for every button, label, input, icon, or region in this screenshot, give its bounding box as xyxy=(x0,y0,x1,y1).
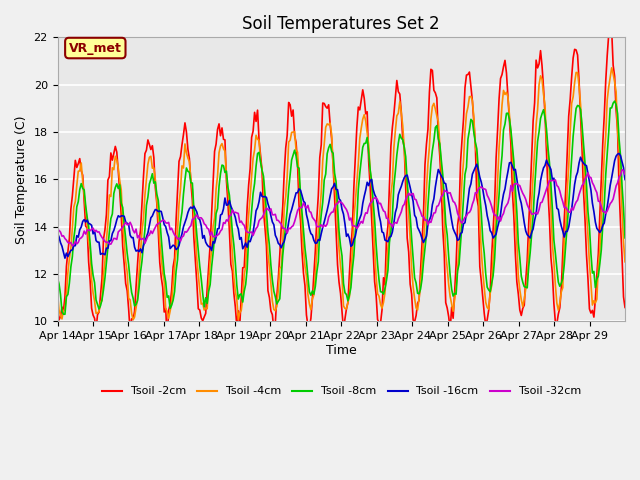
Line: Tsoil -2cm: Tsoil -2cm xyxy=(58,30,625,340)
Tsoil -4cm xyxy=(544,148,552,154)
Tsoil -4cm xyxy=(621,259,629,264)
Tsoil -8cm xyxy=(347,285,355,290)
Tsoil -2cm xyxy=(621,305,629,311)
Tsoil -4cm xyxy=(91,298,99,304)
Tsoil -2cm xyxy=(73,165,81,170)
Y-axis label: Soil Temperature (C): Soil Temperature (C) xyxy=(15,115,28,243)
Tsoil -32cm xyxy=(620,168,627,173)
Tsoil -4cm xyxy=(54,290,61,296)
Line: Tsoil -32cm: Tsoil -32cm xyxy=(58,170,625,246)
Tsoil -8cm xyxy=(61,312,68,317)
Tsoil -32cm xyxy=(92,228,100,233)
Tsoil -32cm xyxy=(74,240,82,245)
Tsoil -16cm xyxy=(544,161,552,167)
Tsoil -8cm xyxy=(621,235,629,241)
Line: Tsoil -4cm: Tsoil -4cm xyxy=(58,68,625,320)
Tsoil -8cm xyxy=(544,144,552,150)
Line: Tsoil -8cm: Tsoil -8cm xyxy=(58,101,625,314)
Tsoil -16cm xyxy=(615,151,623,156)
Tsoil -16cm xyxy=(54,230,61,236)
Tsoil -2cm xyxy=(460,117,467,122)
Tsoil -4cm xyxy=(347,269,355,275)
Tsoil -32cm xyxy=(460,217,467,223)
Tsoil -16cm xyxy=(620,165,627,170)
Tsoil -4cm xyxy=(73,182,81,188)
Tsoil -16cm xyxy=(92,238,100,243)
Tsoil -32cm xyxy=(621,171,629,177)
Text: VR_met: VR_met xyxy=(69,42,122,55)
Tsoil -16cm xyxy=(347,243,355,249)
Line: Tsoil -16cm: Tsoil -16cm xyxy=(58,154,625,258)
Tsoil -32cm xyxy=(544,182,552,188)
Tsoil -32cm xyxy=(68,243,76,249)
Legend: Tsoil -2cm, Tsoil -4cm, Tsoil -8cm, Tsoil -16cm, Tsoil -32cm: Tsoil -2cm, Tsoil -4cm, Tsoil -8cm, Tsoi… xyxy=(97,382,585,401)
X-axis label: Time: Time xyxy=(326,344,356,357)
Tsoil -4cm xyxy=(620,240,627,245)
Tsoil -16cm xyxy=(621,177,629,182)
Tsoil -8cm xyxy=(620,205,627,211)
Tsoil -8cm xyxy=(460,196,467,202)
Tsoil -8cm xyxy=(54,275,61,281)
Tsoil -16cm xyxy=(74,234,82,240)
Tsoil -8cm xyxy=(92,297,100,303)
Tsoil -2cm xyxy=(544,189,552,194)
Tsoil -8cm xyxy=(74,199,82,204)
Title: Soil Temperatures Set 2: Soil Temperatures Set 2 xyxy=(243,15,440,33)
Tsoil -16cm xyxy=(460,221,467,227)
Tsoil -4cm xyxy=(129,317,137,323)
Tsoil -2cm xyxy=(620,294,627,300)
Tsoil -2cm xyxy=(347,245,355,251)
Tsoil -2cm xyxy=(54,305,61,311)
Tsoil -2cm xyxy=(91,315,99,321)
Tsoil -4cm xyxy=(608,65,616,71)
Tsoil -8cm xyxy=(611,98,618,104)
Tsoil -32cm xyxy=(347,215,355,221)
Tsoil -2cm xyxy=(163,337,171,343)
Tsoil -32cm xyxy=(54,228,61,234)
Tsoil -4cm xyxy=(460,159,467,165)
Tsoil -2cm xyxy=(608,27,616,33)
Tsoil -16cm xyxy=(61,255,68,261)
Tsoil -32cm xyxy=(618,167,626,173)
